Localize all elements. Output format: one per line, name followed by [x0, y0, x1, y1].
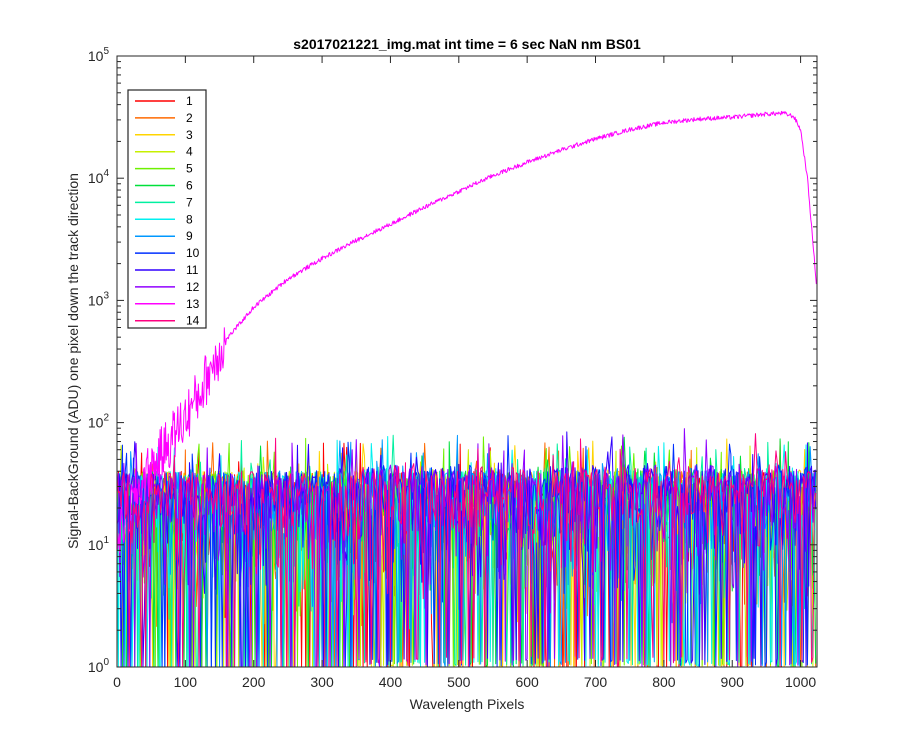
legend-label-12: 12 — [186, 280, 200, 294]
y-tick-label: 102 — [88, 413, 110, 431]
chart-title: s2017021221_img.mat int time = 6 sec NaN… — [293, 36, 641, 52]
legend-label-13: 13 — [186, 297, 200, 311]
x-axis-label: Wavelength Pixels — [410, 696, 525, 712]
x-tick-label: 900 — [721, 674, 745, 690]
x-tick-label: 500 — [447, 674, 471, 690]
legend-label-1: 1 — [186, 94, 193, 108]
plot-border — [116, 55, 818, 668]
legend-label-10: 10 — [186, 246, 200, 260]
x-tick-label: 800 — [652, 674, 676, 690]
x-tick-label: 0 — [113, 674, 121, 690]
x-tick-label: 400 — [379, 674, 403, 690]
ticks-group — [116, 55, 817, 668]
series-line-13 — [117, 110, 817, 554]
y-tick-label: 103 — [88, 290, 110, 308]
x-tick-label: 200 — [242, 674, 266, 690]
x-tick-label: 700 — [584, 674, 608, 690]
x-tick-labels: 0 100 200 300 400 500 600 700 800 900 1000 — [113, 674, 816, 690]
y-tick-label: 105 — [88, 46, 110, 64]
y-tick-label: 101 — [88, 535, 110, 553]
legend-label-9: 9 — [186, 229, 193, 243]
legend-label-11: 11 — [186, 263, 199, 277]
legend-label-5: 5 — [186, 162, 193, 176]
legend-label-4: 4 — [186, 145, 193, 159]
legend-label-3: 3 — [186, 128, 193, 142]
y-tick-labels: 100 101 102 103 104 105 — [88, 46, 110, 675]
y-tick-label: 104 — [88, 168, 110, 186]
x-tick-label: 300 — [310, 674, 334, 690]
legend-label-8: 8 — [186, 212, 193, 226]
x-tick-label: 1000 — [785, 674, 816, 690]
y-axis-label: Signal-BackGround (ADU) one pixel down t… — [65, 173, 81, 549]
series-line-14 — [117, 433, 817, 667]
series-group — [117, 110, 817, 667]
x-tick-label: 100 — [174, 674, 198, 690]
legend-box — [127, 89, 207, 329]
legend-label-7: 7 — [186, 195, 193, 209]
legend-label-14: 14 — [186, 314, 200, 328]
legend-label-6: 6 — [186, 179, 193, 193]
x-tick-label: 600 — [515, 674, 539, 690]
y-tick-label: 100 — [88, 657, 110, 675]
legend-label-2: 2 — [186, 111, 193, 125]
